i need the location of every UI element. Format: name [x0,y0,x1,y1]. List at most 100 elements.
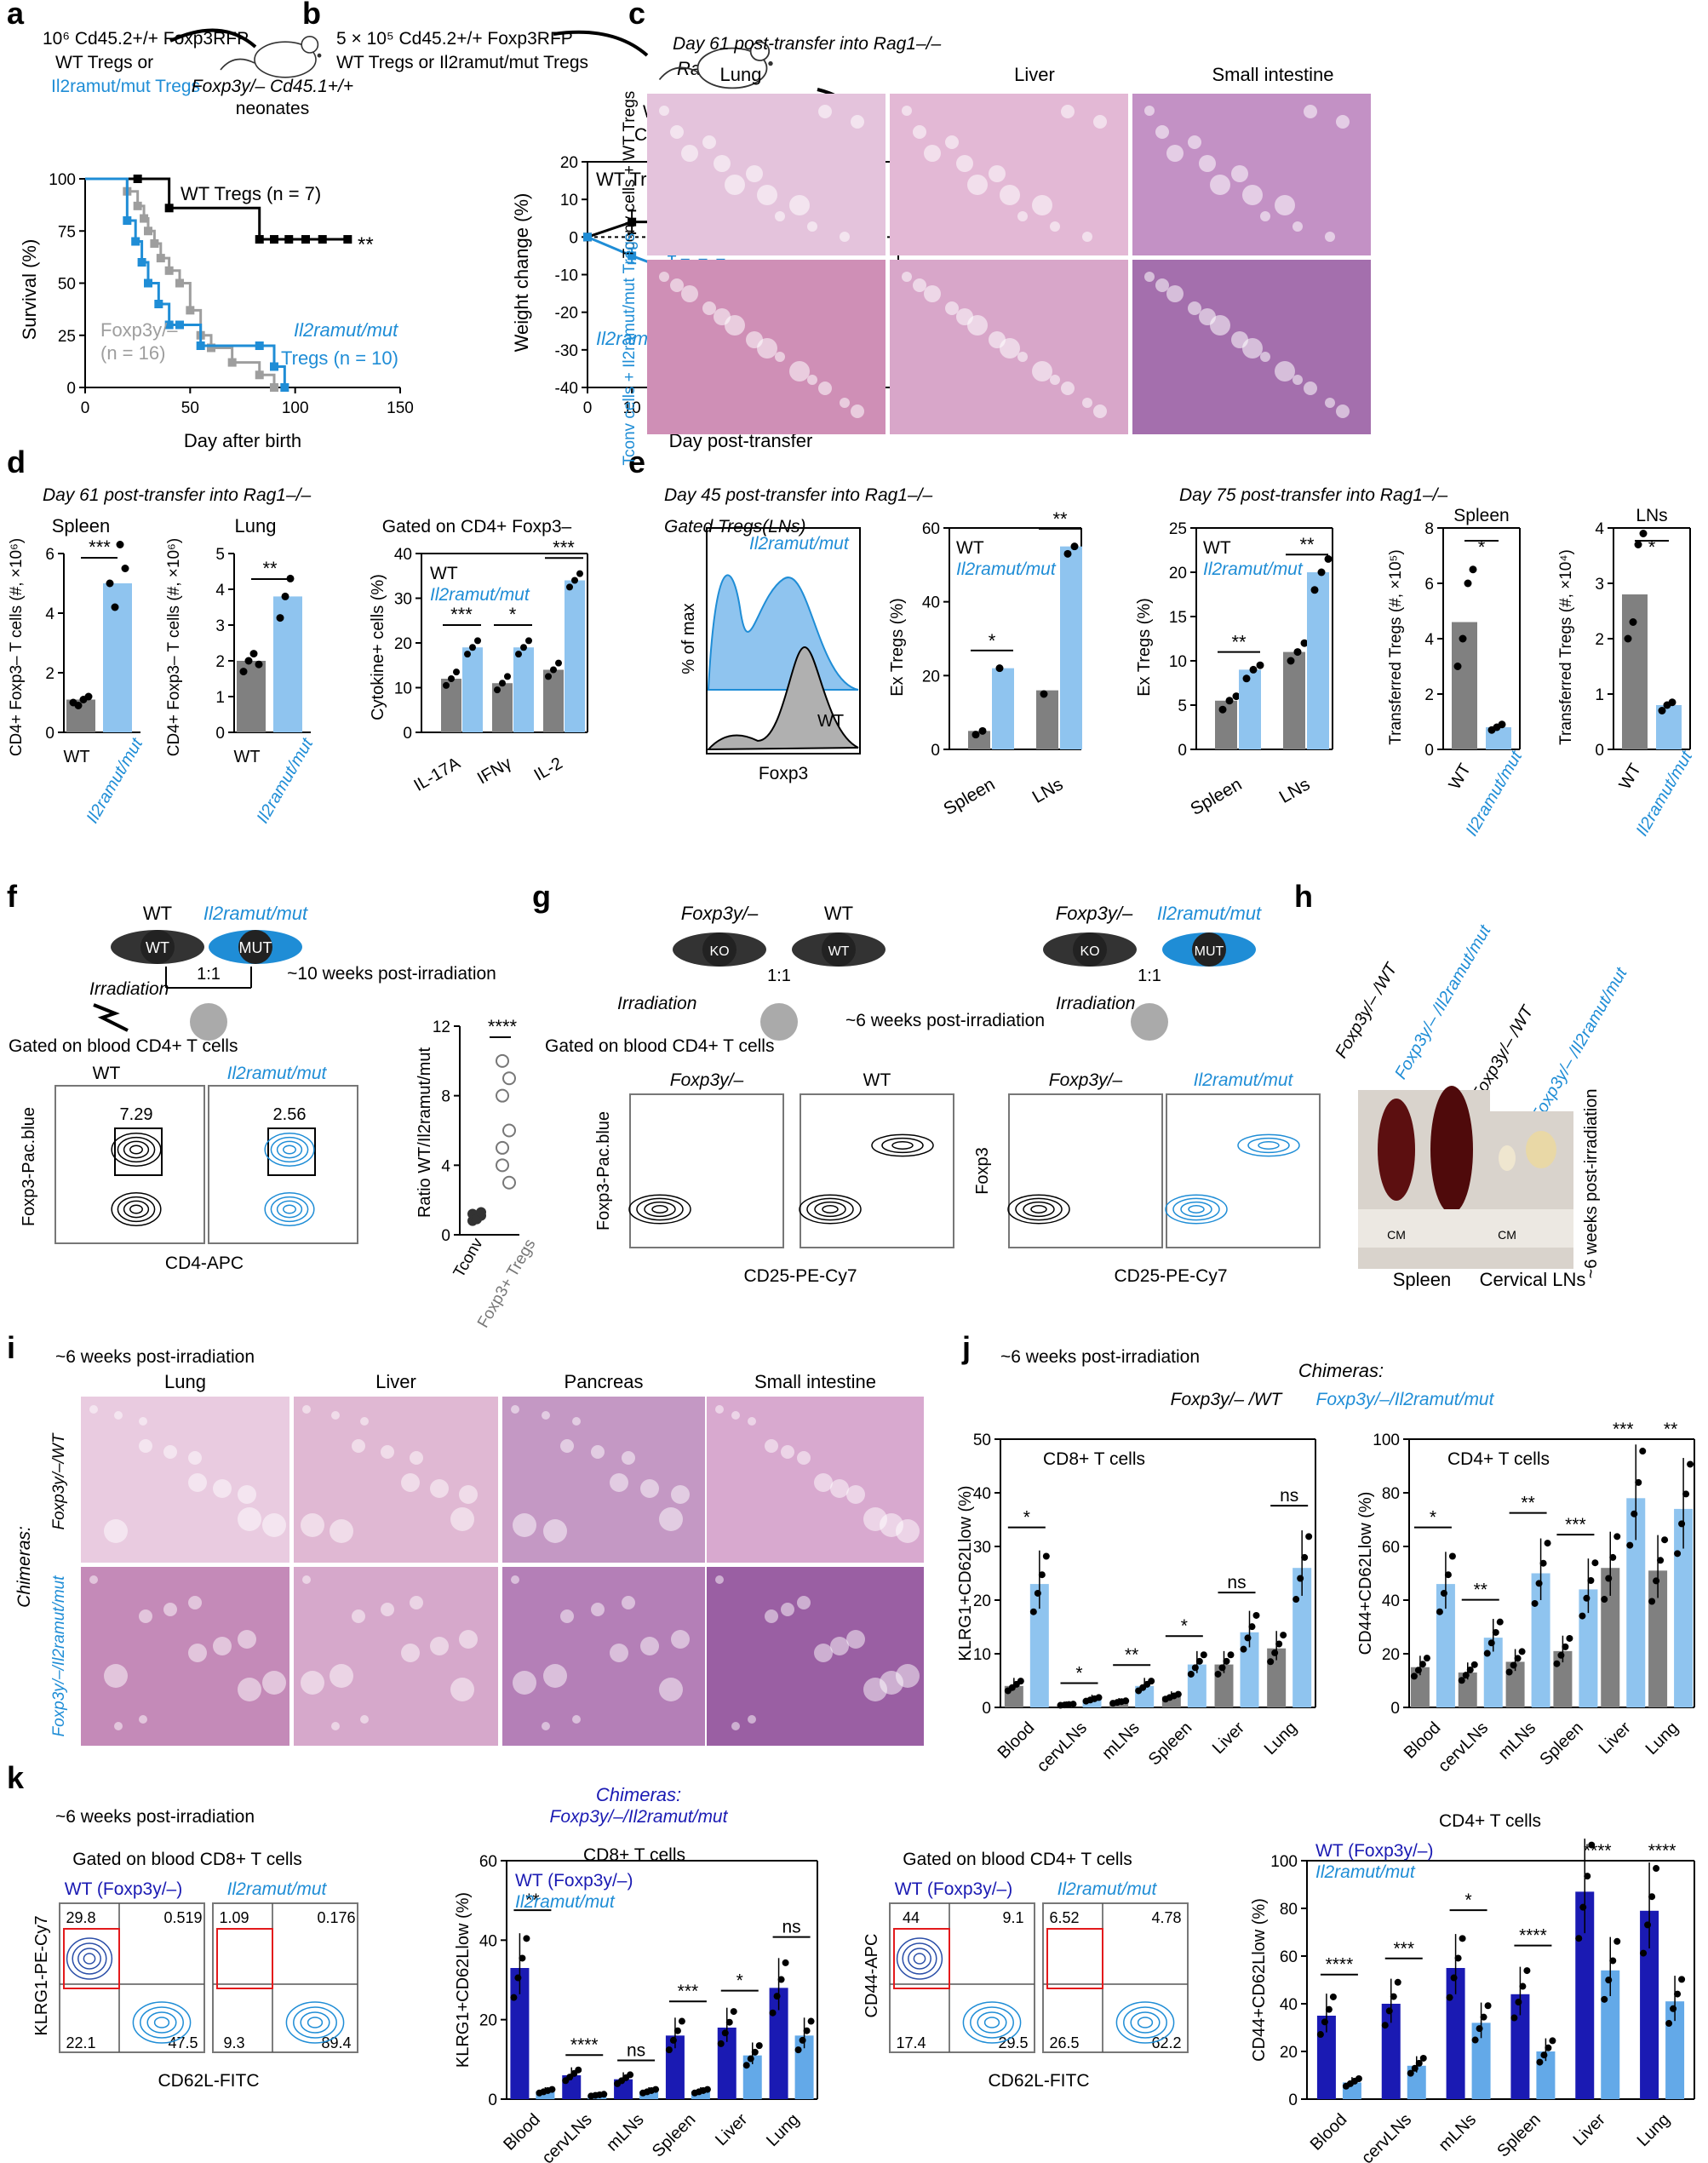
e-hist-title: Gated Tregs(LNs) [664,517,806,536]
i-histology-texture [139,1439,152,1453]
b-y-tick-label: 0 [569,229,578,247]
h-ln-wt [1499,1145,1516,1171]
k-bar8-point [751,2048,759,2056]
e-lns-y-tick-label: 3 [1595,576,1604,594]
i-histology-texture [331,1411,340,1420]
k-flow4-q3: 62.2 [1151,2034,1181,2051]
a-point [175,278,184,288]
d-spleen-y-tick-label: 2 [45,665,54,683]
e-ex75-x: LNs [1276,774,1314,807]
i-histology-texture [671,1485,690,1504]
a-point [270,235,278,244]
e-ex75-point [1225,697,1234,705]
d-cyto-point [555,659,562,667]
i-histology-texture [659,1507,683,1531]
panel-b-letter: b [302,0,321,31]
i-histology-texture [715,1575,724,1584]
e-ex75-sig: ** [1231,632,1247,653]
i-histology-texture [459,1485,478,1504]
k-bar8-point [652,2086,660,2093]
d-lung-y-tick-label: 5 [215,546,225,564]
k-bar8-sig: ns [627,2041,645,2061]
h-ruler-2 [1476,1209,1573,1248]
k-bar4-point [1325,2005,1333,2013]
c-histology-texture [1199,155,1216,172]
k-bar8-point [717,2040,725,2047]
f-plot-mut-frame [208,1085,358,1244]
i-histology-texture [560,1609,574,1623]
g-contour [1165,1194,1228,1225]
d-cyto-point [494,686,501,694]
k-flow8-contour [293,2006,337,2039]
i-histology-texture [715,1405,724,1414]
k-bar4-point [1584,1873,1591,1880]
e-lns-point [1668,698,1676,707]
k-bar4-x: Lung [1634,2110,1674,2150]
e-spleen-bar [1452,622,1477,749]
i-histology-texture [188,1596,202,1609]
a-legend-wt: WT Tregs (n = 7) [181,183,321,204]
e-hist-xlabel: Foxp3 [759,764,808,783]
k-bar4-point [1644,1921,1652,1929]
k-bar4-x: Liver [1570,2110,1609,2149]
c-histology-r0-c2 [1132,94,1371,255]
e-lns-x0: WT [1616,760,1646,793]
i-histology-texture [301,1671,324,1695]
a-schematic-line1: 10⁶ Cd45.2+/+ Foxp3RFP [43,29,249,49]
k-bar4-leg-wt: WT (Foxp3y/–) [1315,1841,1433,1861]
j-cd4-sig: ** [1521,1494,1534,1513]
e-lns-point [1639,530,1648,537]
k-flow4-contour [913,1953,926,1965]
e-spleen-point [1498,720,1506,729]
i-histology-texture [542,1411,550,1420]
b-x-tick-label: 10 [623,399,641,417]
g-gate: Gated on blood CD4+ T cells [545,1036,774,1056]
k-bar8-sig: ** [525,1890,539,1910]
c-histology-texture [1050,375,1060,385]
c-histology-texture [1155,125,1169,139]
c-histology-texture [1032,361,1052,382]
j-cd4-point [1648,1598,1656,1605]
f-ratio-point-treg [502,1123,516,1138]
f-ratio-x0: Tconv [450,1235,487,1281]
f-ylabel: Foxp3-Pac.blue [20,1107,38,1226]
j-cd4-point [1566,1634,1573,1642]
i-histology-texture [572,1715,581,1724]
g-cell-ko2-label: KO [1080,944,1099,959]
panel-j-letter: j [961,1330,971,1365]
k-bar4-x: cervLNs [1358,2110,1415,2163]
h-ruler-1 [1358,1209,1490,1248]
a-y-tick-label: 50 [58,276,76,294]
k-bar8-point [665,2046,673,2054]
c-histology-texture [1242,338,1263,359]
e-ex75-sig: ** [1299,534,1315,555]
j-cd4-point [1544,1540,1551,1547]
k-bar8-point [769,2009,777,2017]
e-spleen-x0: WT [1446,760,1476,793]
d-cyto-y-tick-label: 10 [394,680,412,698]
f-contour [276,1140,303,1159]
k-bar4-point [1674,1990,1682,1998]
d-cyto-point [550,666,557,674]
c-histology-texture [1166,145,1184,162]
i-histology-texture [572,1417,581,1426]
e-ex45-point [1070,542,1079,551]
d-lung-ylabel: CD4+ Foxp3– T cells (#, ×10⁶) [165,538,183,756]
e-hist-mut [707,574,859,691]
c-histology-texture [714,155,731,172]
j-cd8-point [1122,1697,1130,1705]
a-point [255,341,264,350]
c-histology-texture [818,382,832,395]
k-bar8-point [794,2046,802,2054]
f-time: ~10 weeks post-irradiation [287,964,496,984]
k-bar4-point [1471,2036,1479,2044]
j-cd4-point [1557,1651,1565,1659]
j-cd4-point [1609,1553,1617,1561]
e-spleen-sig: * [1478,536,1486,558]
j-cd8-bar [1292,1568,1312,1707]
c-histology-texture [807,221,817,232]
i-histology-texture [89,1575,98,1584]
f-cell-mut-nucleus [238,930,272,964]
a-sig: ** [358,233,374,256]
